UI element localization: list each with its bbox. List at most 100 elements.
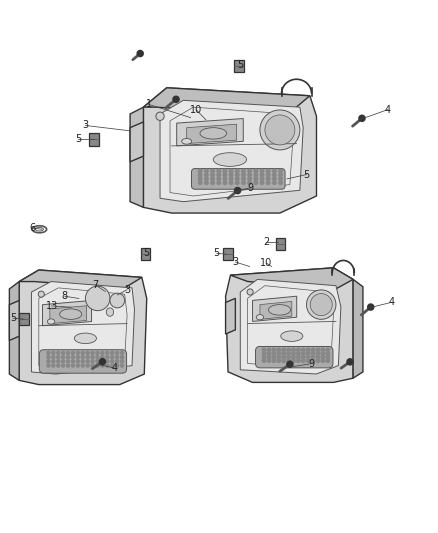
Circle shape xyxy=(217,169,220,173)
Circle shape xyxy=(307,348,310,352)
Circle shape xyxy=(116,364,119,367)
Circle shape xyxy=(277,356,280,359)
Circle shape xyxy=(101,356,104,359)
Circle shape xyxy=(217,173,220,176)
Circle shape xyxy=(279,169,283,173)
Circle shape xyxy=(310,294,332,316)
Circle shape xyxy=(292,352,295,355)
Circle shape xyxy=(62,351,65,354)
Circle shape xyxy=(236,169,239,173)
Circle shape xyxy=(81,360,84,363)
Circle shape xyxy=(86,364,89,367)
Ellipse shape xyxy=(281,331,303,342)
Bar xyxy=(276,238,285,250)
Circle shape xyxy=(217,177,220,181)
Ellipse shape xyxy=(47,319,55,324)
Circle shape xyxy=(120,356,124,359)
Ellipse shape xyxy=(182,139,192,144)
Circle shape xyxy=(254,173,258,176)
Circle shape xyxy=(76,364,79,367)
Circle shape xyxy=(277,352,280,355)
Circle shape xyxy=(297,352,300,355)
Circle shape xyxy=(254,169,258,173)
Circle shape xyxy=(71,364,74,367)
Circle shape xyxy=(106,360,109,363)
Circle shape xyxy=(38,291,44,297)
Circle shape xyxy=(279,177,283,181)
Circle shape xyxy=(266,177,270,181)
FancyBboxPatch shape xyxy=(191,168,285,189)
Circle shape xyxy=(282,348,286,352)
Circle shape xyxy=(116,351,119,354)
Circle shape xyxy=(297,359,300,362)
Circle shape xyxy=(47,360,50,363)
Polygon shape xyxy=(160,100,303,201)
Circle shape xyxy=(211,177,214,181)
Circle shape xyxy=(96,364,99,367)
Circle shape xyxy=(223,173,227,176)
Circle shape xyxy=(52,356,55,359)
Circle shape xyxy=(106,364,109,367)
Polygon shape xyxy=(50,306,87,324)
Bar xyxy=(19,313,29,325)
Circle shape xyxy=(292,359,295,362)
Text: 5: 5 xyxy=(304,169,310,180)
Circle shape xyxy=(326,356,329,359)
Circle shape xyxy=(86,356,89,359)
Circle shape xyxy=(234,188,240,193)
Circle shape xyxy=(266,173,270,176)
Circle shape xyxy=(76,351,79,354)
Circle shape xyxy=(316,356,320,359)
Circle shape xyxy=(47,356,50,359)
Circle shape xyxy=(248,173,251,176)
Circle shape xyxy=(321,356,325,359)
Polygon shape xyxy=(187,124,237,143)
Circle shape xyxy=(316,352,320,355)
Circle shape xyxy=(205,181,208,184)
Text: 3: 3 xyxy=(233,257,239,267)
Circle shape xyxy=(260,173,264,176)
Circle shape xyxy=(287,352,290,355)
Circle shape xyxy=(311,352,315,355)
Circle shape xyxy=(217,181,220,184)
Circle shape xyxy=(223,177,227,181)
Circle shape xyxy=(247,289,253,295)
Circle shape xyxy=(57,360,60,363)
Circle shape xyxy=(211,181,214,184)
Circle shape xyxy=(266,181,270,184)
Circle shape xyxy=(265,115,295,145)
Circle shape xyxy=(277,359,280,362)
Circle shape xyxy=(120,364,124,367)
Circle shape xyxy=(230,169,233,173)
Circle shape xyxy=(205,177,208,181)
Circle shape xyxy=(242,169,245,173)
Circle shape xyxy=(267,348,271,352)
Circle shape xyxy=(311,348,315,352)
Text: 10: 10 xyxy=(190,104,202,115)
Circle shape xyxy=(116,356,119,359)
Circle shape xyxy=(67,360,70,363)
Circle shape xyxy=(262,356,266,359)
Polygon shape xyxy=(42,301,92,326)
Circle shape xyxy=(297,348,300,352)
Circle shape xyxy=(91,364,94,367)
Circle shape xyxy=(57,364,60,367)
Circle shape xyxy=(277,348,280,352)
Circle shape xyxy=(111,360,114,363)
Circle shape xyxy=(292,356,295,359)
Circle shape xyxy=(311,356,315,359)
Circle shape xyxy=(137,51,143,56)
Circle shape xyxy=(272,348,276,352)
Circle shape xyxy=(267,352,271,355)
Text: 1: 1 xyxy=(146,100,152,109)
Polygon shape xyxy=(260,302,292,319)
Text: 5: 5 xyxy=(75,134,81,144)
Bar xyxy=(141,248,150,260)
Circle shape xyxy=(91,351,94,354)
Circle shape xyxy=(96,360,99,363)
Circle shape xyxy=(99,359,106,365)
Bar xyxy=(234,60,244,72)
Bar xyxy=(223,248,233,260)
Circle shape xyxy=(62,356,65,359)
Circle shape xyxy=(76,356,79,359)
